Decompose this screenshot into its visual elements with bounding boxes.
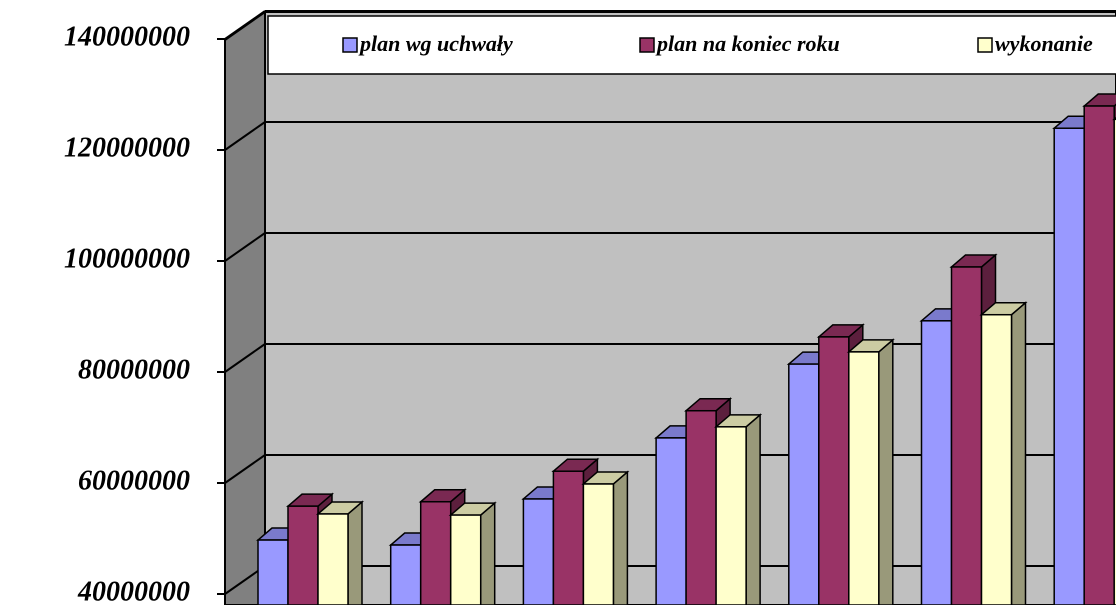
bar-side [878,338,894,605]
bar [257,539,289,605]
legend-label: plan na koniec roku [655,31,840,56]
y-tick-label: 140000000 [64,21,190,52]
bar [287,505,319,605]
legend-swatch [639,37,655,53]
bar [715,426,747,605]
side-wall [224,10,266,605]
y-tick-label: 80000000 [78,354,190,385]
grid-line-side [224,10,266,40]
bar [788,363,820,605]
bar [655,437,687,605]
bar-side [347,500,363,605]
y-tick-label: 60000000 [78,465,190,496]
grid-line-side [224,232,266,262]
y-tick-label: 40000000 [77,576,190,605]
bar [818,336,850,605]
bar [920,320,953,605]
grid-line-side [224,454,266,484]
grid-line-side [224,121,266,151]
bar [552,470,585,605]
bar [317,513,349,605]
bar [848,351,880,605]
bar [522,498,555,605]
bar [449,514,482,605]
legend-label: plan wg uchwały [358,31,513,56]
bar [389,544,422,605]
bar [1113,118,1116,605]
bar [582,483,615,605]
bar [1053,127,1085,605]
legend-swatch [977,37,993,53]
legend [267,15,1116,75]
y-tick-label: 120000000 [64,132,190,163]
legend-label: wykonanie [995,31,1093,56]
bar [419,500,452,605]
bar [950,266,983,605]
legend-swatch [342,37,358,53]
bar-side [612,470,629,605]
bar-side [745,413,761,605]
legend-items: plan wg uchwały plan na koniec roku wykona… [342,31,1093,56]
y-axis: 40000000 60000000 80000000 100000000 1200000… [64,21,225,605]
grid-line-side [224,343,266,373]
bar-side [479,501,496,605]
y-tick-label: 100000000 [64,243,190,274]
bars [255,93,1116,605]
bar [980,313,1013,605]
bar [1083,105,1115,605]
bar-side [1010,301,1027,605]
bar [685,409,717,605]
